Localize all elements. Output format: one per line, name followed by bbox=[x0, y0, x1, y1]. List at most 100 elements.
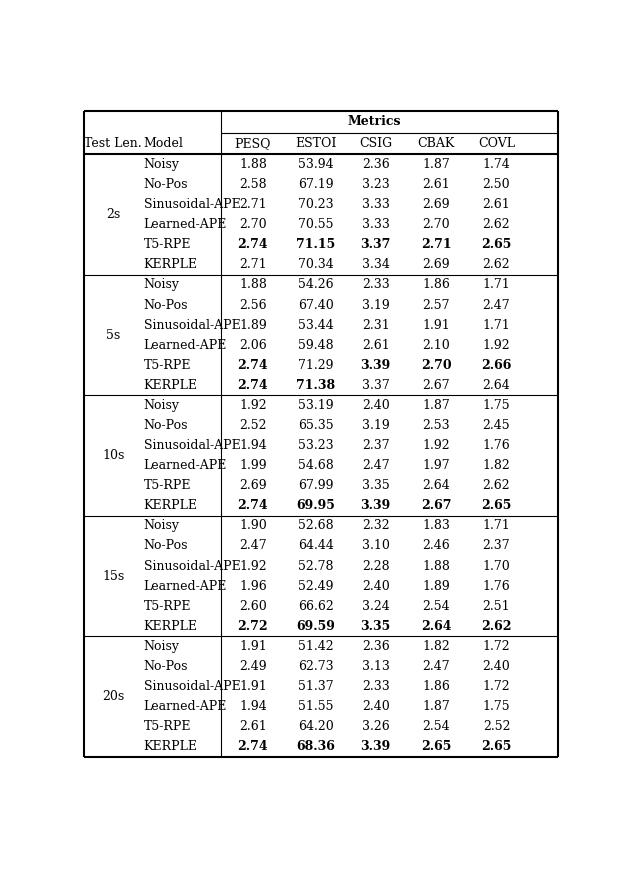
Text: KERPLE: KERPLE bbox=[144, 258, 198, 271]
Text: 1.83: 1.83 bbox=[423, 520, 450, 532]
Text: 2.64: 2.64 bbox=[483, 379, 510, 392]
Text: 3.37: 3.37 bbox=[362, 379, 389, 392]
Text: 3.24: 3.24 bbox=[362, 599, 389, 613]
Text: 54.68: 54.68 bbox=[298, 459, 334, 472]
Text: 1.88: 1.88 bbox=[423, 560, 450, 573]
Text: 52.49: 52.49 bbox=[298, 580, 334, 592]
Text: 1.74: 1.74 bbox=[483, 158, 510, 171]
Text: 2.65: 2.65 bbox=[481, 499, 511, 513]
Text: 2.70: 2.70 bbox=[239, 218, 267, 232]
Text: 1.90: 1.90 bbox=[239, 520, 267, 532]
Text: 53.19: 53.19 bbox=[298, 399, 334, 412]
Text: 2.70: 2.70 bbox=[423, 218, 450, 232]
Text: 1.96: 1.96 bbox=[239, 580, 267, 592]
Text: 2.69: 2.69 bbox=[423, 198, 450, 211]
Text: 69.59: 69.59 bbox=[297, 620, 336, 633]
Text: 3.37: 3.37 bbox=[361, 239, 391, 251]
Text: No-Pos: No-Pos bbox=[144, 419, 188, 432]
Text: 1.70: 1.70 bbox=[483, 560, 510, 573]
Text: 5s: 5s bbox=[106, 329, 120, 341]
Text: 2.53: 2.53 bbox=[423, 419, 450, 432]
Text: Test Len.: Test Len. bbox=[85, 137, 142, 150]
Text: 3.13: 3.13 bbox=[362, 660, 389, 673]
Text: 1.92: 1.92 bbox=[423, 439, 450, 452]
Text: T5-RPE: T5-RPE bbox=[144, 599, 192, 613]
Text: 1.71: 1.71 bbox=[483, 318, 510, 332]
Text: 1.92: 1.92 bbox=[239, 560, 267, 573]
Text: 2.37: 2.37 bbox=[362, 439, 389, 452]
Text: 3.39: 3.39 bbox=[361, 359, 391, 372]
Text: 20s: 20s bbox=[102, 690, 125, 703]
Text: 2.61: 2.61 bbox=[483, 198, 510, 211]
Text: 3.19: 3.19 bbox=[362, 419, 389, 432]
Text: 2.62: 2.62 bbox=[483, 479, 510, 492]
Text: T5-RPE: T5-RPE bbox=[144, 479, 192, 492]
Text: Learned-APE: Learned-APE bbox=[144, 218, 227, 232]
Text: Learned-APE: Learned-APE bbox=[144, 339, 227, 352]
Text: Learned-APE: Learned-APE bbox=[144, 459, 227, 472]
Text: 71.15: 71.15 bbox=[296, 239, 336, 251]
Text: Sinusoidal-APE: Sinusoidal-APE bbox=[144, 680, 240, 693]
Text: 2.47: 2.47 bbox=[423, 660, 450, 673]
Text: 1.72: 1.72 bbox=[483, 680, 510, 693]
Text: 69.95: 69.95 bbox=[297, 499, 336, 513]
Text: 3.39: 3.39 bbox=[361, 740, 391, 753]
Text: 2.74: 2.74 bbox=[238, 499, 268, 513]
Text: 59.48: 59.48 bbox=[298, 339, 334, 352]
Text: 67.99: 67.99 bbox=[298, 479, 334, 492]
Text: 53.94: 53.94 bbox=[298, 158, 334, 171]
Text: 62.73: 62.73 bbox=[298, 660, 334, 673]
Text: 53.23: 53.23 bbox=[298, 439, 334, 452]
Text: 2.54: 2.54 bbox=[423, 599, 450, 613]
Text: 3.35: 3.35 bbox=[361, 620, 391, 633]
Text: 2.74: 2.74 bbox=[238, 239, 268, 251]
Text: 1.91: 1.91 bbox=[239, 680, 267, 693]
Text: 54.26: 54.26 bbox=[298, 278, 334, 292]
Text: 52.68: 52.68 bbox=[298, 520, 334, 532]
Text: 3.19: 3.19 bbox=[362, 299, 389, 311]
Text: Sinusoidal-APE: Sinusoidal-APE bbox=[144, 439, 240, 452]
Text: 2.46: 2.46 bbox=[423, 539, 450, 552]
Text: 2.28: 2.28 bbox=[362, 560, 389, 573]
Text: 2.06: 2.06 bbox=[239, 339, 267, 352]
Text: KERPLE: KERPLE bbox=[144, 379, 198, 392]
Text: 51.55: 51.55 bbox=[298, 700, 334, 713]
Text: 70.23: 70.23 bbox=[298, 198, 334, 211]
Text: 2.65: 2.65 bbox=[481, 740, 511, 753]
Text: 67.40: 67.40 bbox=[298, 299, 334, 311]
Text: Learned-APE: Learned-APE bbox=[144, 700, 227, 713]
Text: Noisy: Noisy bbox=[144, 640, 180, 653]
Text: 2.40: 2.40 bbox=[483, 660, 510, 673]
Text: 2.70: 2.70 bbox=[421, 359, 451, 372]
Text: 2.65: 2.65 bbox=[481, 239, 511, 251]
Text: 2.31: 2.31 bbox=[362, 318, 389, 332]
Text: 1.82: 1.82 bbox=[423, 640, 450, 653]
Text: 1.75: 1.75 bbox=[483, 700, 510, 713]
Text: 1.75: 1.75 bbox=[483, 399, 510, 412]
Text: 2.71: 2.71 bbox=[421, 239, 451, 251]
Text: 65.35: 65.35 bbox=[298, 419, 334, 432]
Text: Noisy: Noisy bbox=[144, 278, 180, 292]
Text: 2.40: 2.40 bbox=[362, 700, 389, 713]
Text: 3.35: 3.35 bbox=[362, 479, 389, 492]
Text: Model: Model bbox=[144, 137, 183, 150]
Text: 53.44: 53.44 bbox=[298, 318, 334, 332]
Text: No-Pos: No-Pos bbox=[144, 299, 188, 311]
Text: 2.52: 2.52 bbox=[483, 720, 510, 733]
Text: 2.69: 2.69 bbox=[423, 258, 450, 271]
Text: 3.34: 3.34 bbox=[362, 258, 389, 271]
Text: 3.23: 3.23 bbox=[362, 178, 389, 191]
Text: 71.29: 71.29 bbox=[298, 359, 334, 372]
Text: 2.62: 2.62 bbox=[483, 218, 510, 232]
Text: 70.55: 70.55 bbox=[298, 218, 334, 232]
Text: 51.42: 51.42 bbox=[298, 640, 334, 653]
Text: 2.36: 2.36 bbox=[362, 158, 389, 171]
Text: Sinusoidal-APE: Sinusoidal-APE bbox=[144, 318, 240, 332]
Text: 64.20: 64.20 bbox=[298, 720, 334, 733]
Text: 2.40: 2.40 bbox=[362, 399, 389, 412]
Text: 2.47: 2.47 bbox=[239, 539, 267, 552]
Text: 66.62: 66.62 bbox=[298, 599, 334, 613]
Text: 2.66: 2.66 bbox=[481, 359, 511, 372]
Text: Learned-APE: Learned-APE bbox=[144, 580, 227, 592]
Text: T5-RPE: T5-RPE bbox=[144, 720, 192, 733]
